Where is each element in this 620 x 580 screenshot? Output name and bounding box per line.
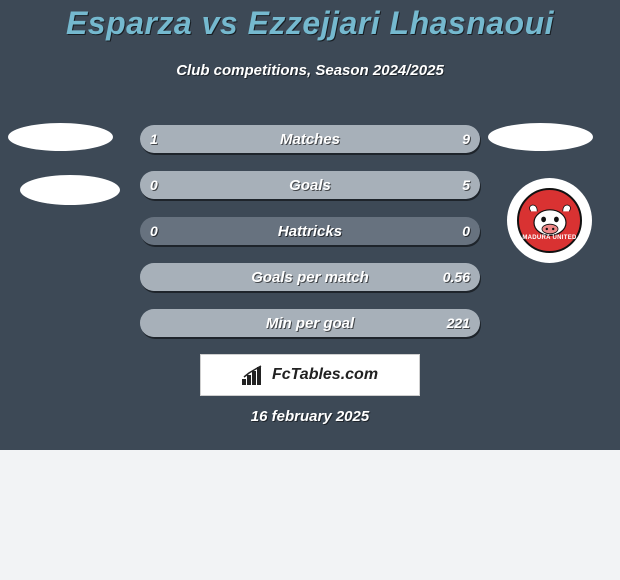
stat-row: Goals0 5: [140, 171, 480, 199]
stat-label: Hattricks: [140, 223, 480, 240]
crest-label: MADURA UNITED: [519, 235, 580, 241]
stat-value-right: 0.56: [443, 269, 470, 285]
stat-row: Hattricks0 0: [140, 217, 480, 245]
stat-label: Goals: [140, 177, 480, 194]
brand-box: FcTables.com: [200, 354, 420, 396]
bars-icon: [242, 365, 268, 385]
background-light: [0, 450, 620, 580]
club-crest: MADURA UNITED: [507, 178, 592, 263]
club-badge-right-0: [488, 123, 593, 151]
club-badge-left-1: [20, 175, 120, 205]
subtitle: Club competitions, Season 2024/2025: [0, 62, 620, 79]
stat-label: Goals per match: [140, 269, 480, 286]
stat-label: Matches: [140, 131, 480, 148]
page-title: Esparza vs Ezzejjari Lhasnaoui: [0, 5, 620, 42]
stat-row: Goals per match0.56: [140, 263, 480, 291]
stat-row: Min per goal221: [140, 309, 480, 337]
stat-value-right: 221: [447, 315, 470, 331]
stat-value-right: 9: [462, 131, 470, 147]
club-badge-left-0: [8, 123, 113, 151]
stats-table: Matches19Goals05Hattricks00Goals per mat…: [140, 125, 480, 355]
stat-value-right: 0: [462, 223, 470, 239]
stat-value-left: 1: [150, 131, 158, 147]
stat-value-left: 0: [150, 223, 158, 239]
stat-value-left: 0: [150, 177, 158, 193]
stat-label: Min per goal: [140, 315, 480, 332]
stat-row: Matches1 9: [140, 125, 480, 153]
infographic-canvas: Esparza vs Ezzejjari Lhasnaoui Club comp…: [0, 0, 620, 580]
date-text: 16 february 2025: [0, 408, 620, 425]
brand-text: FcTables.com: [272, 366, 378, 384]
bull-icon: [526, 203, 574, 239]
stat-value-right: 5: [462, 177, 470, 193]
